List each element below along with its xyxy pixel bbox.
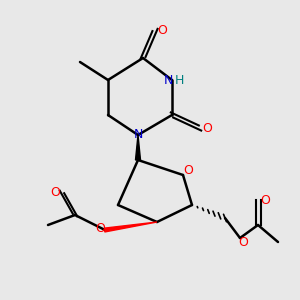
Text: O: O xyxy=(238,236,248,250)
Polygon shape xyxy=(105,222,157,232)
Text: N: N xyxy=(163,74,173,86)
Text: O: O xyxy=(50,185,60,199)
Text: O: O xyxy=(260,194,270,206)
Text: O: O xyxy=(157,23,167,37)
Text: O: O xyxy=(95,221,105,235)
Polygon shape xyxy=(136,135,140,160)
Text: O: O xyxy=(183,164,193,176)
Text: H: H xyxy=(174,74,184,86)
Text: O: O xyxy=(202,122,212,134)
Text: N: N xyxy=(133,128,143,142)
